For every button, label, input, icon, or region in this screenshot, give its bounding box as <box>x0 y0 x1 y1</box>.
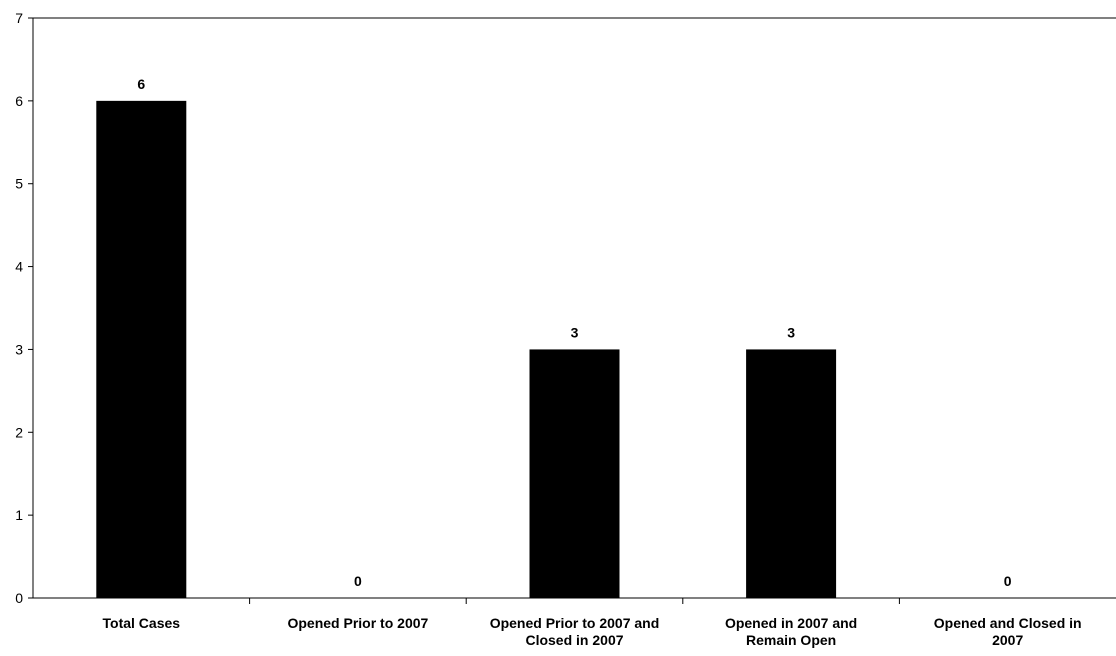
bar <box>96 100 187 598</box>
x-category-label: Opened and Closed in <box>934 615 1082 631</box>
y-tick-label: 4 <box>15 259 23 275</box>
y-tick-label: 0 <box>15 590 23 606</box>
bar <box>529 349 620 598</box>
bar-data-label: 3 <box>571 324 579 340</box>
y-tick-label: 7 <box>15 10 23 26</box>
bar-data-label: 3 <box>787 324 795 340</box>
x-category-label: Remain Open <box>746 632 836 648</box>
y-tick-label: 5 <box>15 176 23 192</box>
y-tick-label: 2 <box>15 424 23 440</box>
x-category-label: Opened Prior to 2007 <box>287 615 428 631</box>
y-tick-label: 6 <box>15 93 23 109</box>
bar <box>746 349 837 598</box>
y-tick-label: 3 <box>15 341 23 357</box>
x-category-label: Total Cases <box>103 615 181 631</box>
y-tick-label: 1 <box>15 507 23 523</box>
x-category-label: 2007 <box>992 632 1023 648</box>
bar-data-label: 0 <box>354 573 362 589</box>
x-category-label: Opened Prior to 2007 and <box>490 615 660 631</box>
x-category-label: Opened in 2007 and <box>725 615 857 631</box>
bar-data-label: 0 <box>1004 573 1012 589</box>
x-category-label: Closed in 2007 <box>525 632 623 648</box>
bar-data-label: 6 <box>137 76 145 92</box>
